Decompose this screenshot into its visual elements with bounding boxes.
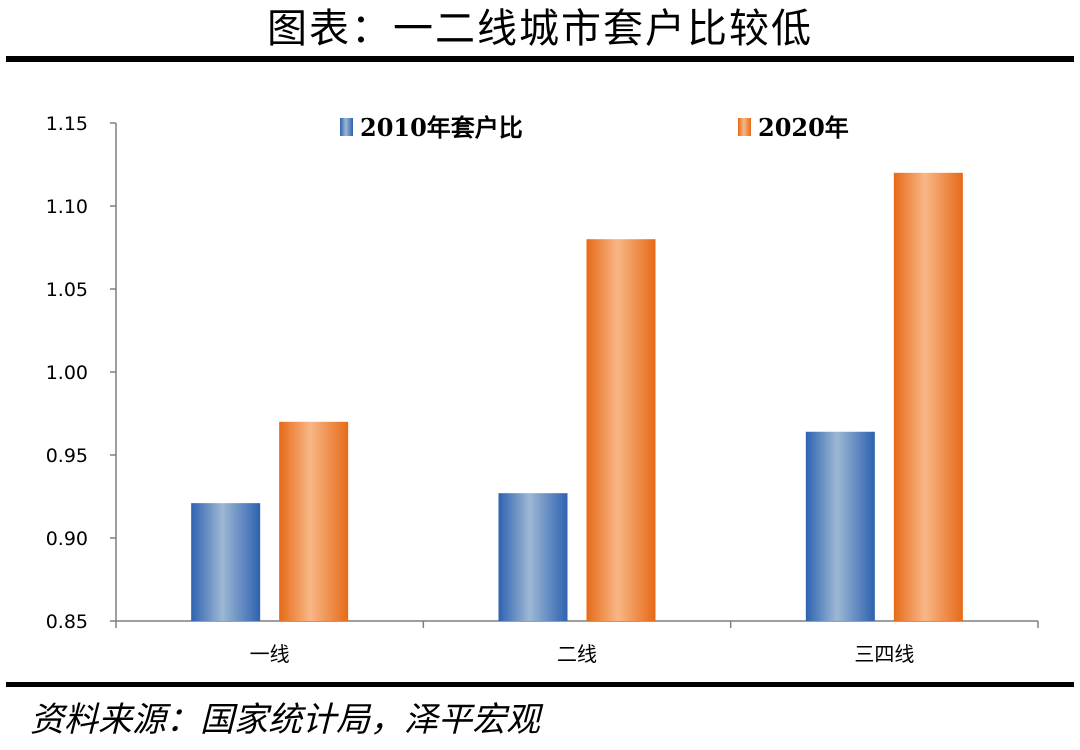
- y-tick-label: 0.85: [46, 611, 88, 633]
- legend-label-2: 2020年: [758, 113, 849, 142]
- chart-title: 图表：一二线城市套户比较低: [267, 6, 813, 52]
- bar-series-2-2: [893, 172, 963, 622]
- y-tick-label: 1.15: [46, 113, 88, 135]
- y-tick-label: 1.10: [46, 196, 88, 218]
- bottom-divider: [6, 682, 1074, 687]
- y-tick-label: 1.05: [46, 279, 88, 301]
- legend-swatch-1: [340, 118, 353, 136]
- y-axis: 0.85 0.90 0.95 1.00 1.05 1.10 1.15: [46, 113, 117, 633]
- top-divider: [6, 56, 1074, 62]
- bar-chart: 0.85 0.90 0.95 1.00 1.05 1.10 1.15 一线 二线 三四线 201…: [46, 113, 1039, 666]
- x-tick-label: 三四线: [854, 642, 914, 666]
- legend: 2010年套户比 2020年: [340, 113, 849, 142]
- legend-label-1: 2010年套户比: [360, 113, 523, 142]
- bar-series-2-1: [586, 239, 656, 621]
- x-axis: 一线 二线 三四线: [115, 620, 1039, 666]
- bar-series-1-2: [805, 431, 875, 621]
- x-tick-label: 二线: [557, 642, 597, 666]
- source-note: 资料来源：国家统计局，泽平宏观: [30, 700, 540, 740]
- bars: [191, 172, 963, 622]
- legend-swatch-2: [738, 118, 751, 136]
- bar-series-2-0: [279, 421, 349, 621]
- x-tick-label: 一线: [250, 642, 290, 666]
- bar-series-1-0: [191, 503, 261, 621]
- y-tick-label: 1.00: [46, 362, 88, 384]
- bar-series-1-1: [498, 493, 568, 621]
- y-tick-label: 0.95: [46, 445, 88, 467]
- y-tick-label: 0.90: [46, 528, 88, 550]
